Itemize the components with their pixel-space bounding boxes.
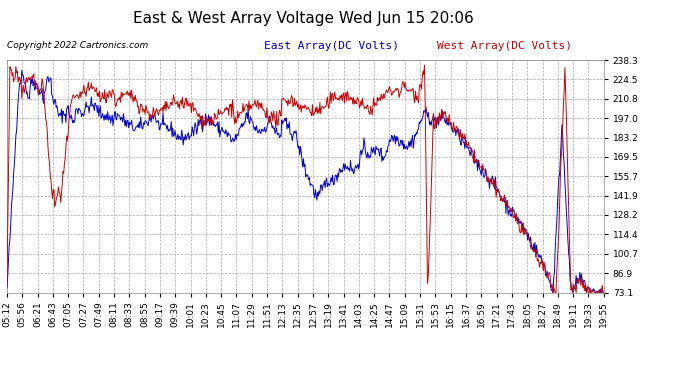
Text: West Array(DC Volts): West Array(DC Volts) <box>437 41 571 51</box>
Text: Copyright 2022 Cartronics.com: Copyright 2022 Cartronics.com <box>7 41 148 50</box>
Text: East Array(DC Volts): East Array(DC Volts) <box>264 41 399 51</box>
Text: East & West Array Voltage Wed Jun 15 20:06: East & West Array Voltage Wed Jun 15 20:… <box>133 11 474 26</box>
